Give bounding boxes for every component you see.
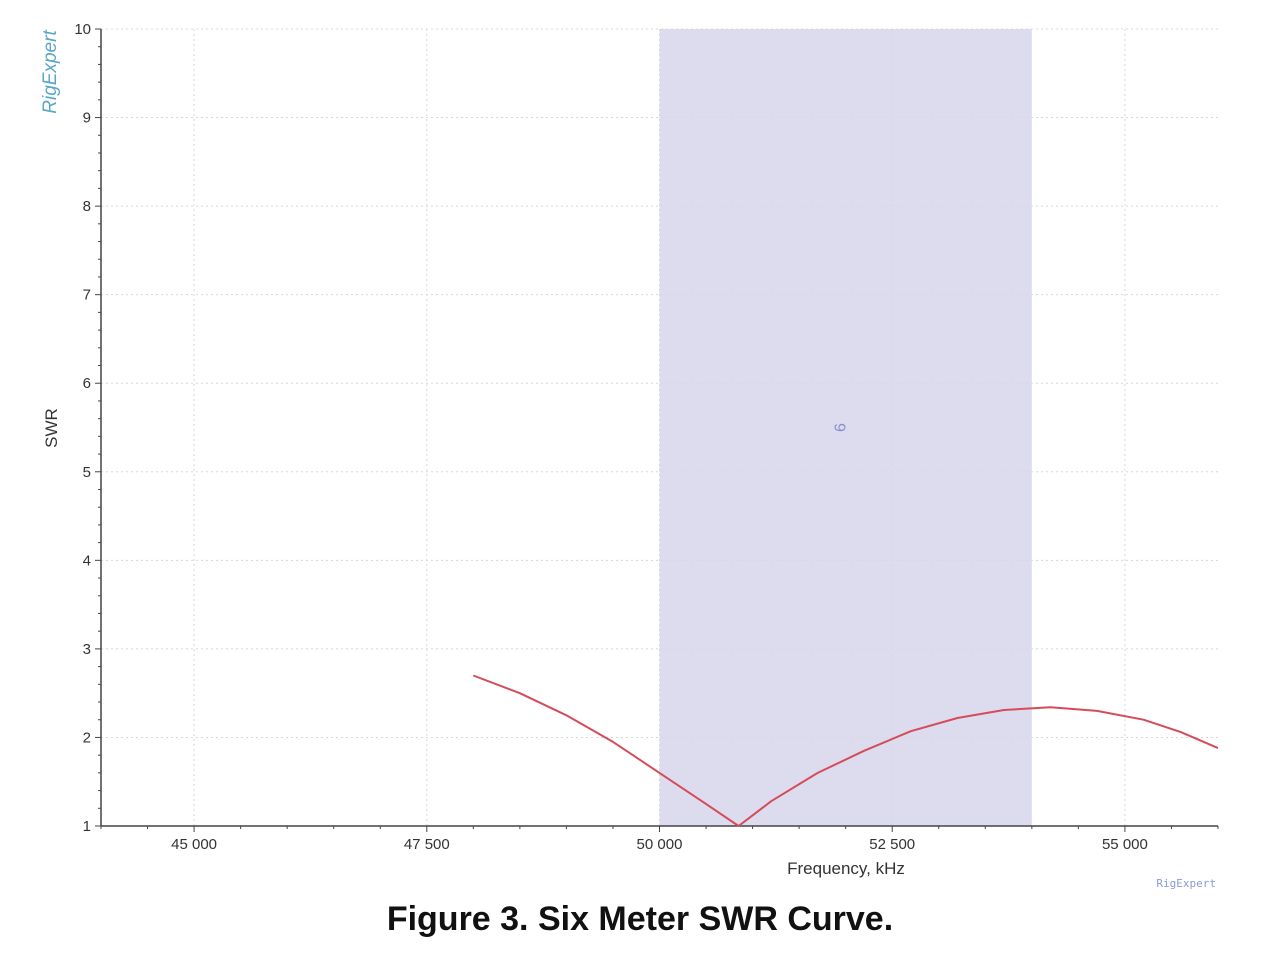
swr-curve: [472, 674, 1219, 827]
series-layer: [472, 674, 1219, 827]
band-layer: 6: [659, 29, 1032, 826]
swr-chart: 6 1 2 3 4 5 6 7 8 9 10 45 000 47 500 50 000 52 500 55 …: [40, 21, 1219, 890]
band-label: 6: [833, 423, 850, 432]
x-tick-label: 47 500: [404, 836, 450, 853]
figure-caption: Figure 3. Six Meter SWR Curve.: [386, 900, 894, 938]
y-tick-label: 4: [83, 552, 91, 569]
y-axis-label: SWR: [42, 408, 61, 448]
rigexpert-footer-brand: RigExpert: [1156, 877, 1216, 890]
y-tick-label: 7: [83, 287, 91, 304]
rigexpert-watermark: RigExpert: [40, 30, 61, 114]
grid-layer: [101, 28, 1218, 826]
y-tick-label: 2: [83, 729, 91, 746]
axis-layer: [95, 28, 1219, 832]
label-layer: 1 2 3 4 5 6 7 8 9 10 45 000 47 500 50 000 52 500 55 00…: [74, 21, 1148, 853]
band-region: [659, 29, 1032, 826]
y-tick-label: 3: [83, 641, 91, 658]
x-tick-label: 45 000: [171, 836, 217, 853]
x-tick-label: 50 000: [637, 836, 683, 853]
x-axis-label: Frequency, kHz: [787, 859, 905, 878]
y-tick-label: 9: [83, 110, 91, 127]
y-tick-label: 5: [83, 464, 91, 481]
y-tick-label: 1: [83, 818, 91, 835]
y-tick-label: 6: [83, 375, 91, 392]
y-tick-label: 8: [83, 198, 91, 215]
x-tick-label: 55 000: [1102, 836, 1148, 853]
y-tick-label: 10: [74, 21, 91, 38]
x-tick-label: 52 500: [869, 836, 915, 853]
